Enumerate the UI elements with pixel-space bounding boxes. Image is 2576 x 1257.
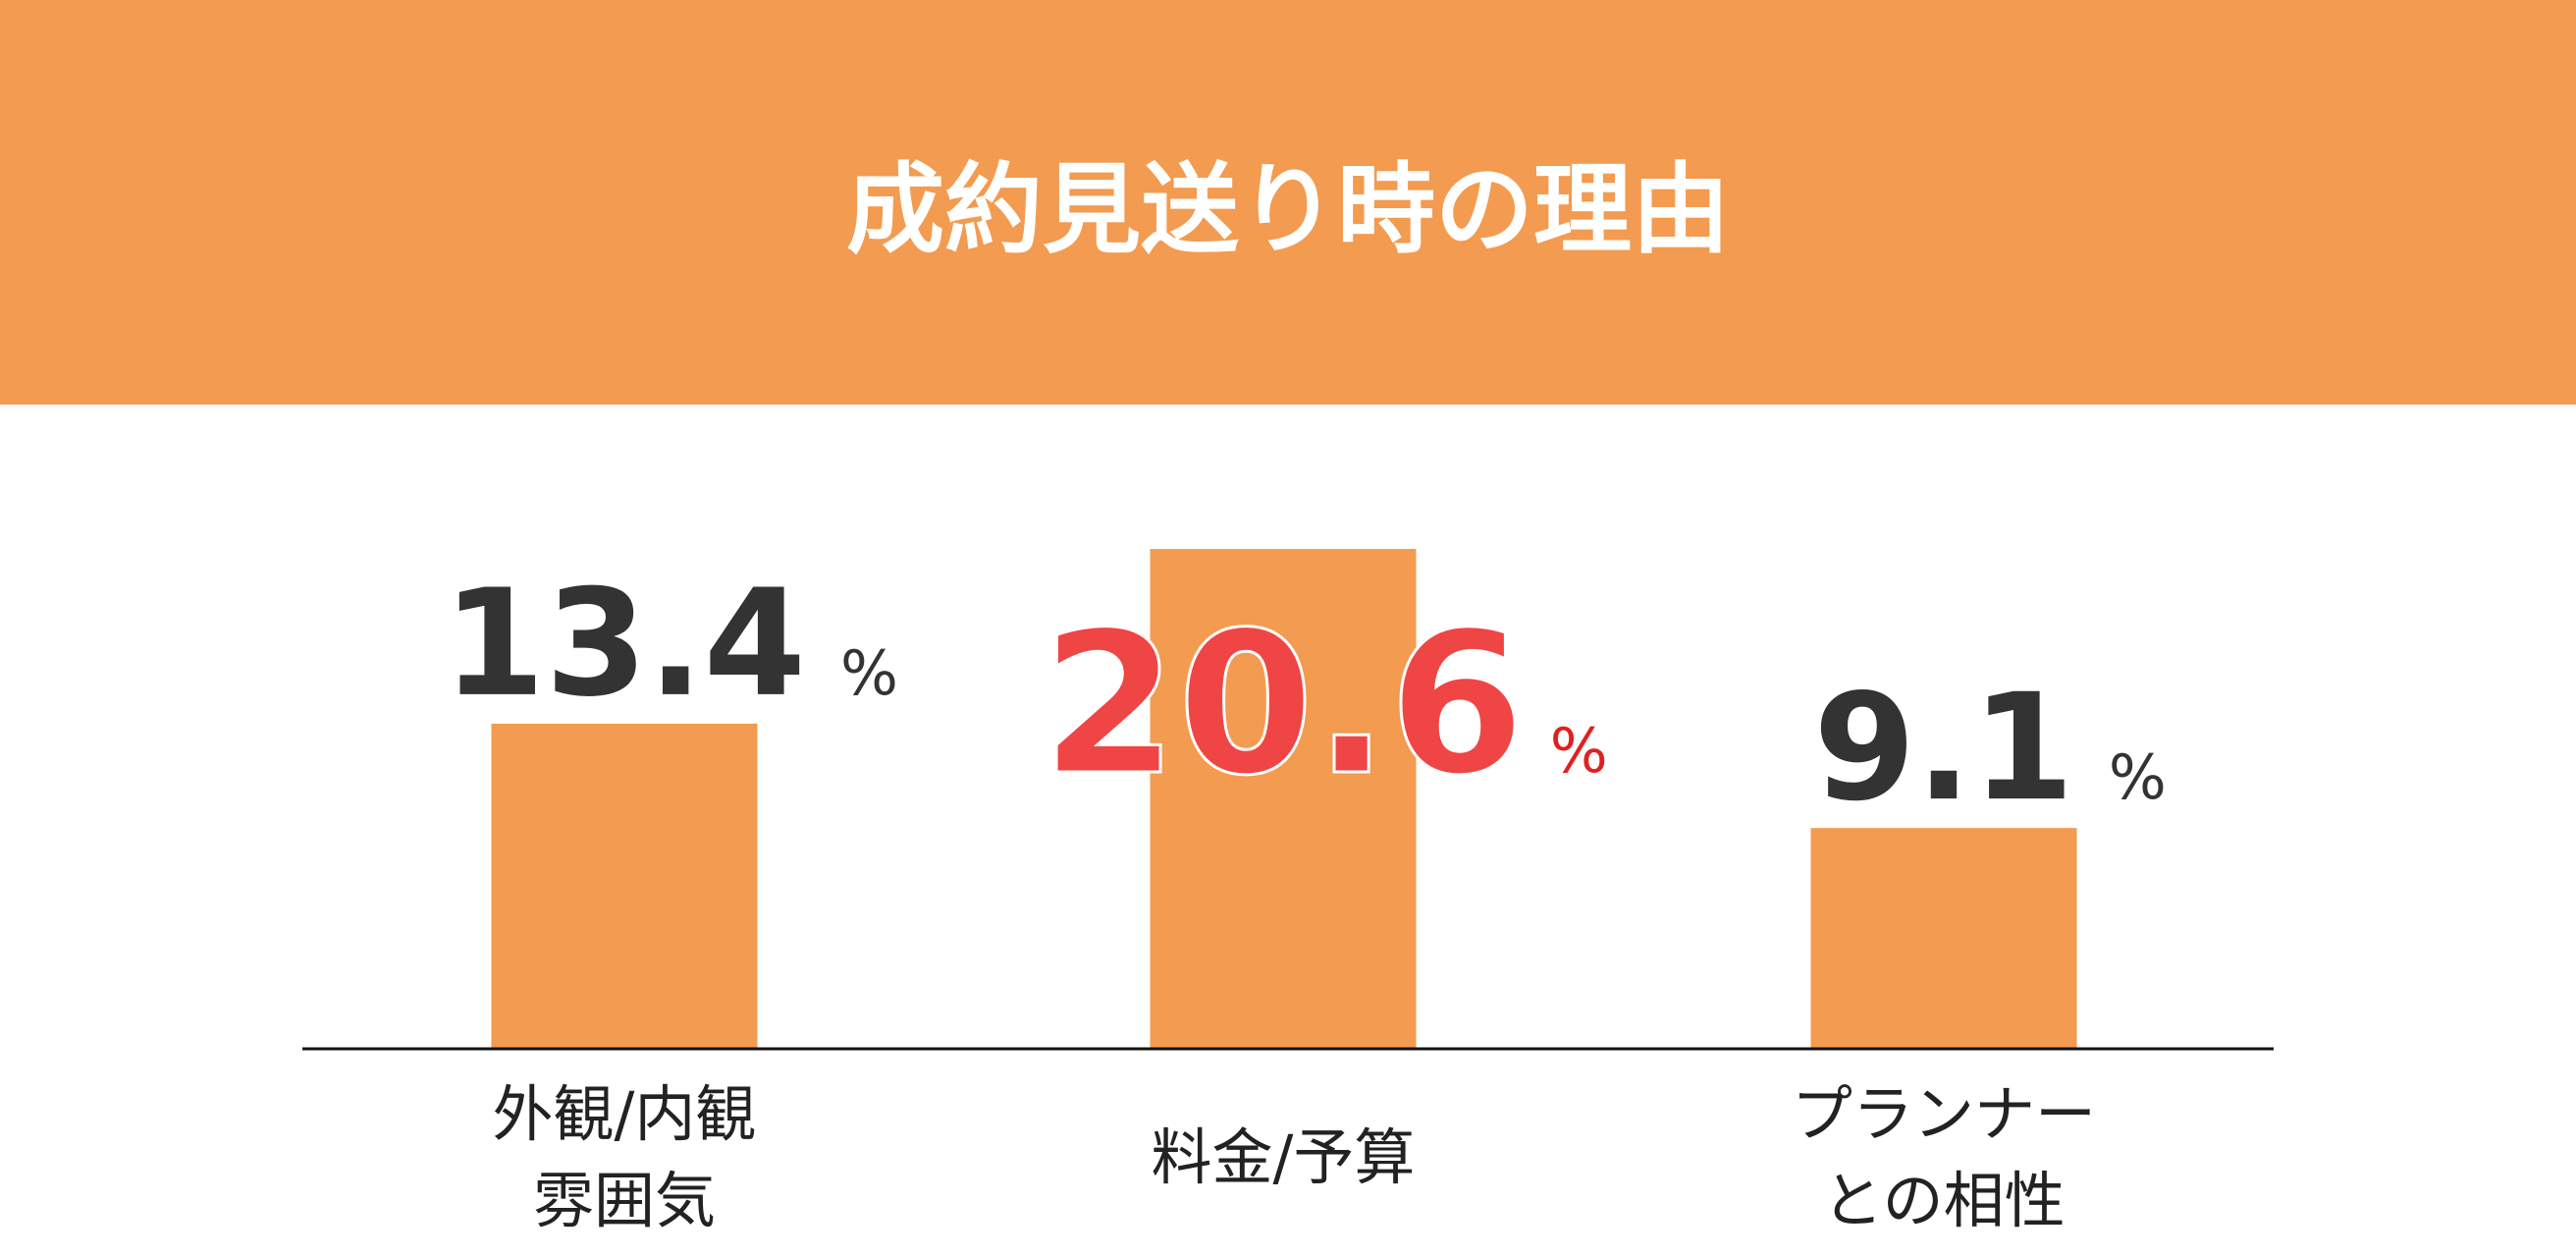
x-tick-line: 料金/予算 (1152, 1121, 1416, 1193)
value-label: 13.4 (443, 559, 806, 730)
unit-label: % (1550, 715, 1608, 787)
bar (1150, 549, 1417, 1049)
header-band (0, 0, 2576, 405)
x-tick-label: 外観/内観雰囲気 (493, 1078, 757, 1236)
x-tick-line: 雰囲気 (533, 1165, 716, 1236)
x-tick-line: との相性 (1822, 1165, 2065, 1236)
x-tick-label: 料金/予算 (1152, 1121, 1416, 1193)
bar (491, 723, 758, 1049)
unit-label: % (2109, 741, 2167, 813)
chart-title: 成約見送り時の理由 (846, 152, 1730, 267)
value-label: 20.6 (1041, 590, 1525, 819)
unit-label: % (840, 637, 898, 709)
x-tick-line: プランナー (1792, 1078, 2096, 1150)
x-tick-label: プランナーとの相性 (1792, 1078, 2096, 1236)
x-tick-line: 外観/内観 (493, 1078, 757, 1150)
bar (1810, 828, 2077, 1049)
value-label: 9.1 (1813, 663, 2074, 834)
